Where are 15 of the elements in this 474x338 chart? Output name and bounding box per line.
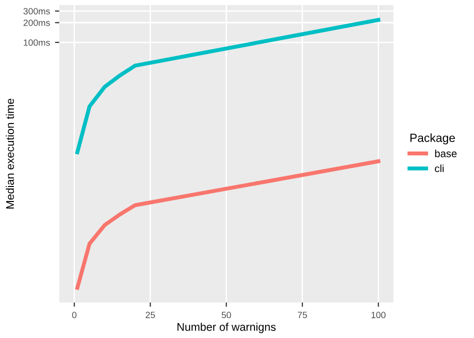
y-tick-label: 100ms [24,39,50,46]
legend-title: Package [410,133,455,144]
x-tick-label: 25 [146,312,155,318]
legend-label: base [435,150,457,158]
x-tick-label: 0 [72,312,76,318]
x-tick-label: 75 [298,312,307,318]
line-series [75,159,380,290]
y-tick-label: 200ms [24,20,50,26]
line-series [75,18,380,154]
x-tick-label: 50 [222,312,232,318]
y-axis-title: Median execution time [6,98,14,208]
legend-label: cli [434,164,444,172]
y-tick-label: 300ms [23,8,50,14]
x-tick-label: 100 [372,312,386,318]
x-axis-title: Number of warnigns [178,322,276,334]
